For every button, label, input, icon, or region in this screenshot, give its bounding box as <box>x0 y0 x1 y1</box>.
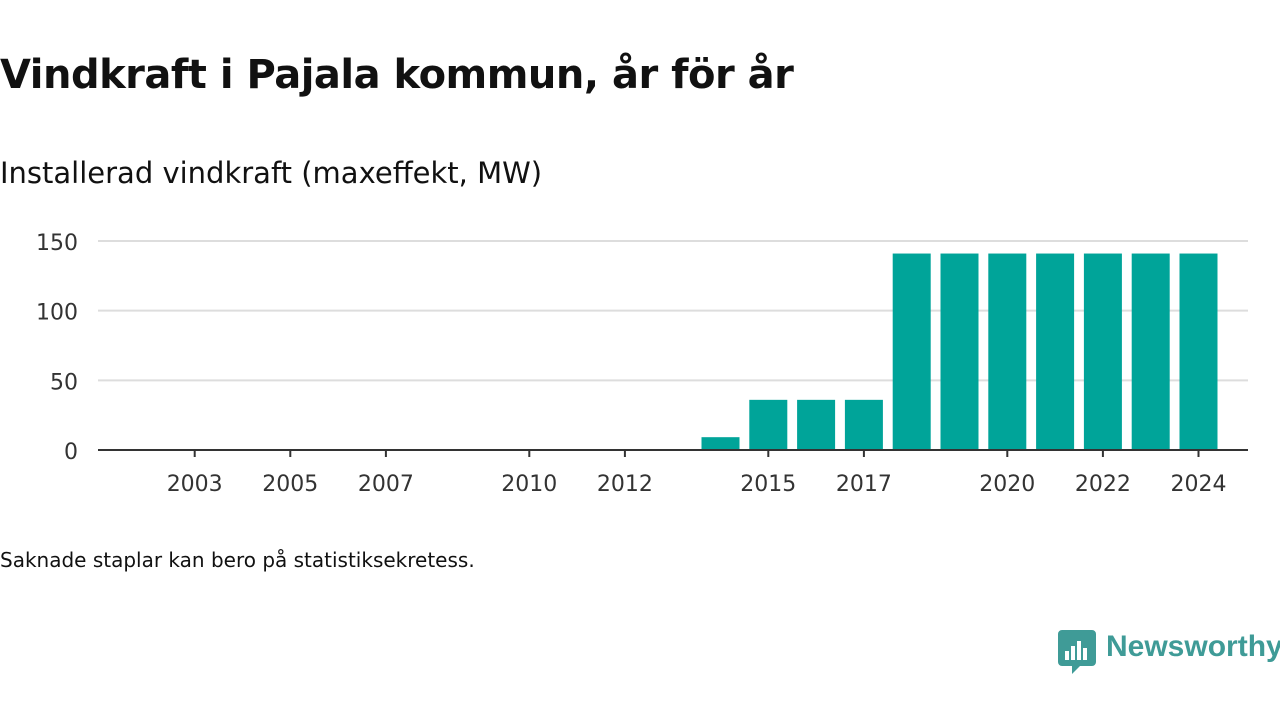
x-tick-label-2010: 2010 <box>501 472 557 497</box>
x-tick-label-2020: 2020 <box>979 472 1035 497</box>
bar-2020 <box>988 253 1027 450</box>
x-tick-label-2005: 2005 <box>262 472 318 497</box>
x-tick-label-2022: 2022 <box>1075 472 1131 497</box>
x-tick-label-2024: 2024 <box>1171 472 1227 497</box>
brand-name: Newsworthy <box>1106 630 1280 663</box>
x-tick-label-2017: 2017 <box>836 472 892 497</box>
x-tick-label-2007: 2007 <box>358 472 414 497</box>
y-tick-label: 150 <box>36 231 78 256</box>
y-tick-label: 100 <box>36 301 78 326</box>
y-tick-label: 0 <box>64 440 78 465</box>
x-tick-label-2003: 2003 <box>167 472 223 497</box>
chart-subtitle: Installerad vindkraft (maxeffekt, MW) <box>0 156 543 190</box>
bar-2019 <box>940 253 979 450</box>
bar-2015 <box>749 399 788 450</box>
bar-chart: 0 50 100 150 2003 2005 2007 2010 2012 2015 2017 202… <box>36 231 1248 497</box>
x-tick-label-2012: 2012 <box>597 472 653 497</box>
bar-2018 <box>892 253 931 450</box>
brand-logo: Newsworthy <box>1058 628 1280 674</box>
bar-2017 <box>844 399 883 450</box>
newsworthy-logo-icon <box>1058 630 1096 674</box>
bar-2024 <box>1179 253 1218 450</box>
footnote: Saknade staplar kan bero på statistiksek… <box>0 548 475 572</box>
y-tick-label: 50 <box>50 370 78 395</box>
bar-2023 <box>1131 253 1170 450</box>
bar-2014 <box>701 437 740 450</box>
bar-2021 <box>1036 253 1075 450</box>
bar-2016 <box>797 399 836 450</box>
bar-2022 <box>1083 253 1122 450</box>
chart-title: Vindkraft i Pajala kommun, år för år <box>0 52 794 98</box>
x-tick-label-2015: 2015 <box>740 472 796 497</box>
